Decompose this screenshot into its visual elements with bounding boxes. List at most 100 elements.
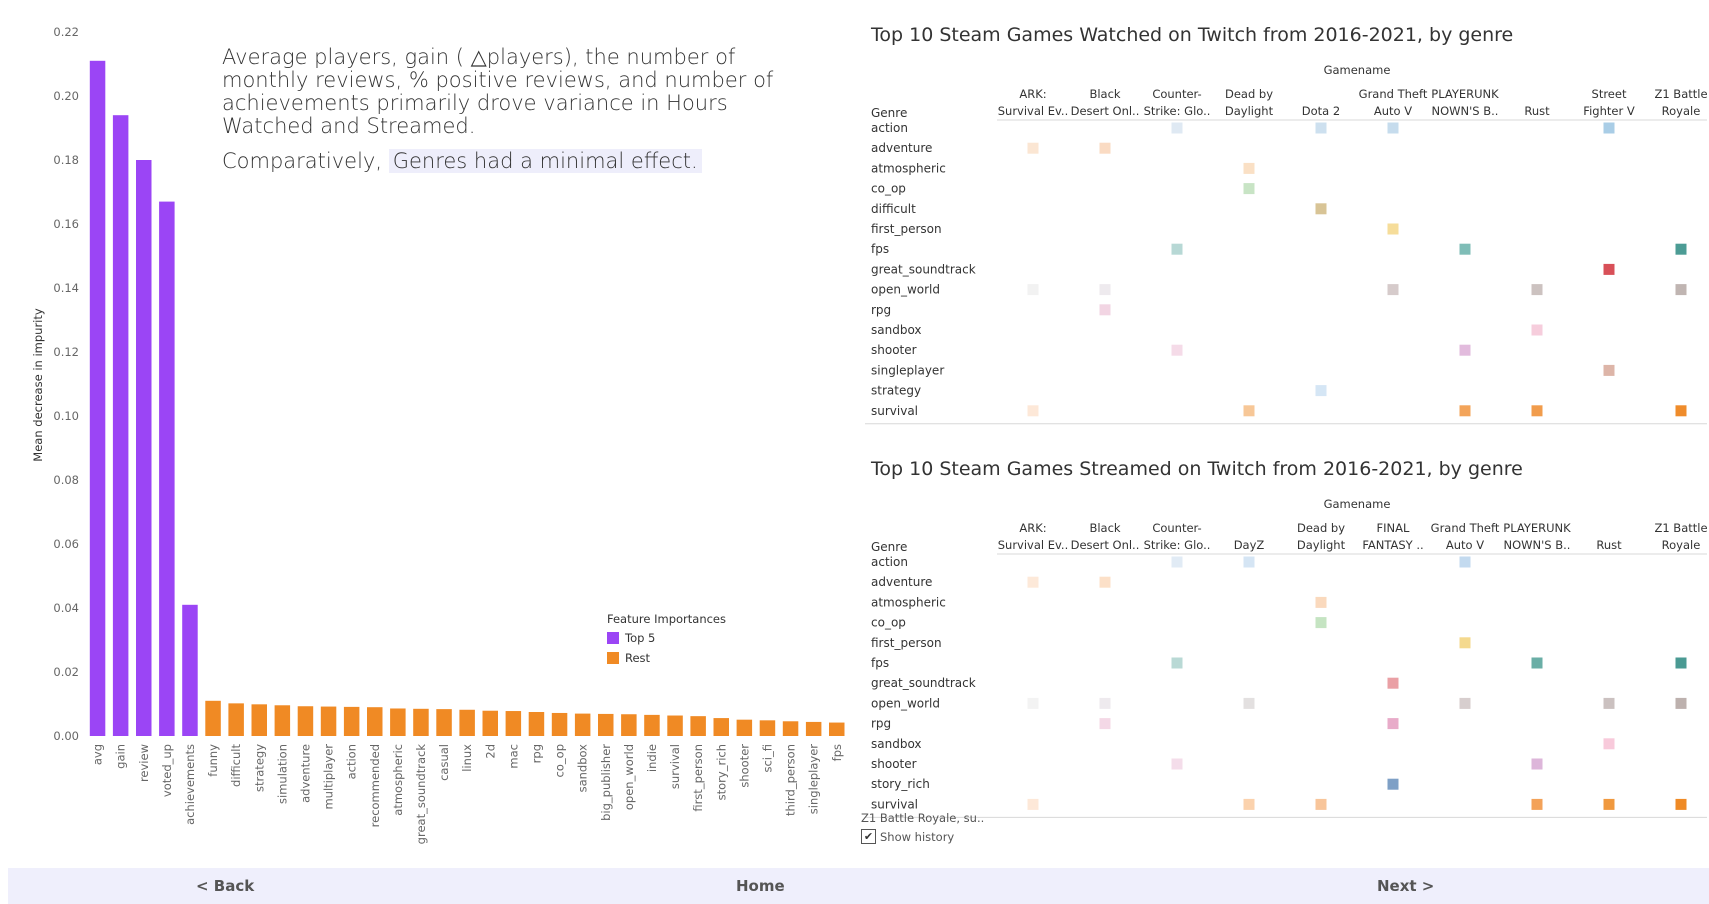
bar-rpg xyxy=(528,712,545,736)
legend-title: Feature Importances xyxy=(607,612,727,626)
row-label: survival xyxy=(871,797,918,811)
show-history-checkbox[interactable]: ✔ xyxy=(861,829,876,844)
heat-cell-co_op xyxy=(1315,617,1327,629)
column-label: Royale xyxy=(1662,104,1701,118)
column-label: Fighter V xyxy=(1583,104,1635,118)
column-label: Survival Ev.. xyxy=(998,538,1069,552)
heat-cell-adventure xyxy=(1099,142,1111,154)
bottom-nav-bar: < Back Home Next > xyxy=(8,868,1709,904)
column-label: Rust xyxy=(1596,538,1622,552)
bar-simulation xyxy=(274,705,291,736)
heat-cell-survival xyxy=(1027,405,1039,417)
heat-cell-adventure xyxy=(1027,142,1039,154)
row-label: co_op xyxy=(871,182,906,196)
y-tick-label: 0.20 xyxy=(53,89,79,103)
column-label: Dead by xyxy=(1297,521,1345,535)
column-header: Gamename xyxy=(1324,63,1391,77)
bar-voted_up xyxy=(159,201,175,737)
heat-cell-shooter xyxy=(1171,344,1183,356)
legend-item-top5[interactable]: Top 5 xyxy=(607,628,726,648)
summary-paragraph-1: Average players, gain ( △players), the n… xyxy=(222,45,774,138)
x-tick-label: multiplayer xyxy=(322,744,336,810)
row-label: great_soundtrack xyxy=(871,262,976,276)
x-tick-label: simulation xyxy=(275,744,289,804)
row-label: shooter xyxy=(871,343,917,357)
summary-paragraph-2: Comparatively, Genres had a minimal effe… xyxy=(222,149,802,173)
row-label: fps xyxy=(871,656,889,670)
y-tick-label: 0.08 xyxy=(53,473,79,487)
summary-text: Average players, gain ( △players), the n… xyxy=(222,46,802,173)
y-tick-label: 0.00 xyxy=(53,729,79,743)
x-tick-label: review xyxy=(137,744,151,782)
streamed-panel-title: Top 10 Steam Games Streamed on Twitch fr… xyxy=(871,458,1523,480)
row-label: sandbox xyxy=(871,737,922,751)
heat-cell-rpg xyxy=(1099,718,1111,730)
x-tick-label: fps xyxy=(830,744,844,761)
x-tick-label: sci_fi xyxy=(760,744,774,773)
back-button[interactable]: < Back xyxy=(196,877,255,895)
x-tick-label: survival xyxy=(668,744,682,789)
x-tick-label: rpg xyxy=(529,744,543,763)
x-tick-label: indie xyxy=(645,744,659,772)
heat-cell-open_world xyxy=(1387,284,1399,296)
row-label: survival xyxy=(871,404,918,418)
x-tick-label: first_person xyxy=(691,744,705,812)
heat-cell-survival xyxy=(1243,405,1255,417)
column-label: Street xyxy=(1592,87,1627,101)
streamed-heatmap: Gamename Genre ARK: Survival Ev.. Black Deser… xyxy=(865,497,1707,818)
x-tick-label: story_rich xyxy=(714,744,728,800)
column-label: Survival Ev.. xyxy=(998,104,1069,118)
history-note: Z1 Battle Royale, su.. xyxy=(861,811,985,825)
heat-cell-survival xyxy=(1531,798,1543,810)
row-label: open_world xyxy=(871,696,940,710)
bar-singleplayer xyxy=(805,721,822,736)
y-tick-label: 0.04 xyxy=(53,601,79,615)
home-button[interactable]: Home xyxy=(736,877,785,895)
bar-2d xyxy=(482,710,498,736)
bar-story_rich xyxy=(713,718,729,736)
heat-cell-survival xyxy=(1027,798,1039,810)
heat-cell-rpg xyxy=(1387,718,1399,730)
row-label: co_op xyxy=(871,616,906,630)
bar-multiplayer xyxy=(320,706,337,736)
column-label: Grand Theft xyxy=(1359,87,1428,101)
legend-label-rest: Rest xyxy=(625,651,651,665)
column-label: Grand Theft xyxy=(1431,521,1500,535)
heat-cell-fps xyxy=(1531,657,1543,669)
column-label: Dead by xyxy=(1225,87,1273,101)
column-header: Gamename xyxy=(1324,497,1391,511)
bar-action xyxy=(343,706,360,736)
heat-cell-action xyxy=(1315,122,1327,134)
heat-cell-first_person xyxy=(1459,637,1471,649)
row-label: singleplayer xyxy=(871,363,944,377)
heat-cell-shooter xyxy=(1171,758,1183,770)
y-tick-label: 0.12 xyxy=(53,345,79,359)
heat-cell-difficult xyxy=(1315,203,1327,215)
column-label: PLAYERUNK xyxy=(1503,521,1571,535)
chart-legend: Feature Importances Top 5 Rest xyxy=(607,612,726,668)
row-label: adventure xyxy=(871,575,932,589)
row-header: Genre xyxy=(871,106,907,120)
heat-cell-adventure xyxy=(1027,576,1039,588)
bar-funny xyxy=(205,700,221,736)
y-axis-label: Mean decrease in impurity xyxy=(31,308,45,462)
legend-item-rest[interactable]: Rest xyxy=(607,648,726,668)
row-label: action xyxy=(871,121,908,135)
x-tick-label: recommended xyxy=(368,744,382,827)
y-tick-label: 0.10 xyxy=(53,409,79,423)
row-label: action xyxy=(871,555,908,569)
heat-cell-open_world xyxy=(1243,697,1255,709)
next-button[interactable]: Next > xyxy=(1377,877,1435,895)
heat-cell-singleplayer xyxy=(1603,364,1615,376)
heat-cell-action xyxy=(1459,556,1471,568)
feature-importance-chart: 0.00 0.02 0.04 0.06 0.08 0.10 0.12 0.14 0.16 0.18… xyxy=(31,25,845,845)
bar-gain xyxy=(112,115,129,736)
row-label: strategy xyxy=(871,384,921,398)
x-tick-label: linux xyxy=(460,744,474,772)
y-tick-label: 0.16 xyxy=(53,217,79,231)
show-history-toggle[interactable]: ✔ Show history xyxy=(861,829,954,844)
bar-co_op xyxy=(551,712,568,736)
bar-linux xyxy=(459,709,475,736)
bar-strategy xyxy=(251,704,267,736)
x-tick-label: great_soundtrack xyxy=(414,744,428,845)
